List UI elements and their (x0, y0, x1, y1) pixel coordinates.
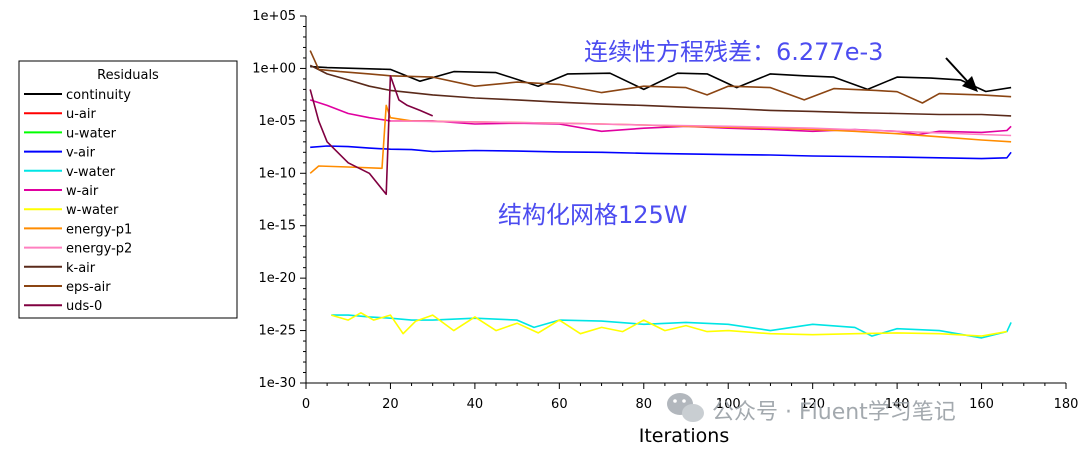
x-tick-label: 20 (382, 397, 399, 412)
legend-item-energy-p2: energy-p2 (24, 242, 132, 257)
legend-title: Residuals (97, 68, 159, 83)
legend-label: w-air (66, 184, 99, 199)
y-tick-label: 1e-10 (258, 166, 296, 181)
series-line-v-air (310, 145, 1012, 160)
legend-label: uds-0 (66, 299, 102, 314)
continuity-annotation: 连续性方程残差：6.277e-3 (584, 38, 883, 66)
series-line-v-water (331, 314, 1012, 339)
legend-item-uds-0: uds-0 (24, 299, 102, 314)
x-tick-label: 0 (302, 397, 310, 412)
mesh-annotation: 结构化网格125W (498, 201, 688, 229)
y-tick-label: 1e-20 (258, 271, 296, 286)
legend-label: v-water (66, 165, 116, 180)
axes: 1e+05 1e+00 1e-05 1e-10 1e-15 1e-20 1e-25 1e-30… (252, 9, 1078, 412)
series-line-uds-0 (309, 75, 434, 196)
legend-items: continuity u-air u-water v-air v-water w-air w… (24, 88, 132, 314)
legend-label: v-air (66, 146, 96, 161)
x-axis-label: Iterations (639, 425, 730, 447)
series-line-energy-p1 (309, 104, 1012, 174)
series-line-energy-p2 (390, 120, 1012, 137)
legend-item-u-air: u-air (24, 107, 97, 122)
series-lines (309, 50, 1012, 339)
legend-label: eps-air (66, 280, 111, 295)
series-line-w-water (331, 311, 1008, 337)
series-line-k-air (309, 64, 1012, 117)
wechat-icon (667, 393, 704, 422)
x-tick-label: 140 (885, 397, 910, 412)
y-tick-label: 1e+00 (252, 61, 296, 76)
x-tick-label: 180 (1054, 397, 1079, 412)
legend-label: w-water (66, 203, 119, 218)
legend-label: k-air (66, 261, 96, 276)
y-tick-label: 1e+05 (252, 9, 296, 24)
legend-item-v-air: v-air (24, 146, 96, 161)
y-tick-label: 1e-15 (258, 219, 296, 234)
legend-item-u-water: u-water (24, 126, 117, 141)
x-tick-label: 80 (636, 397, 653, 412)
legend-item-k-air: k-air (24, 261, 96, 276)
legend-item-w-water: w-water (24, 203, 119, 218)
x-tick-label: 100 (716, 397, 741, 412)
legend-label: energy-p1 (66, 222, 132, 237)
x-tick-label: 40 (467, 397, 484, 412)
watermark: 公众号 · Fluent学习笔记 (667, 393, 956, 425)
legend-item-v-water: v-water (24, 165, 116, 180)
series-line-w-air (309, 99, 1012, 136)
x-tick-label: 60 (551, 397, 568, 412)
watermark-text: 公众号 · Fluent学习笔记 (712, 400, 956, 425)
series-line-continuity (310, 65, 1012, 93)
legend-item-energy-p1: energy-p1 (24, 222, 132, 237)
x-tick-label: 120 (800, 397, 825, 412)
legend-item-w-air: w-air (24, 184, 99, 199)
legend-label: energy-p2 (66, 242, 132, 257)
x-tick-label: 160 (969, 397, 994, 412)
annotation-arrow (945, 57, 978, 92)
y-tick-label: 1e-30 (258, 376, 296, 391)
legend: Residuals continuity u-air u-water v-air v-w… (18, 60, 238, 319)
legend-label: u-water (66, 126, 117, 141)
legend-label: continuity (66, 88, 131, 103)
legend-item-continuity: continuity (24, 88, 131, 103)
legend-item-eps-air: eps-air (24, 280, 111, 295)
series-line-eps-air (309, 50, 1012, 104)
y-tick-label: 1e-25 (258, 324, 296, 339)
y-tick-label: 1e-05 (258, 114, 296, 129)
legend-label: u-air (66, 107, 97, 122)
